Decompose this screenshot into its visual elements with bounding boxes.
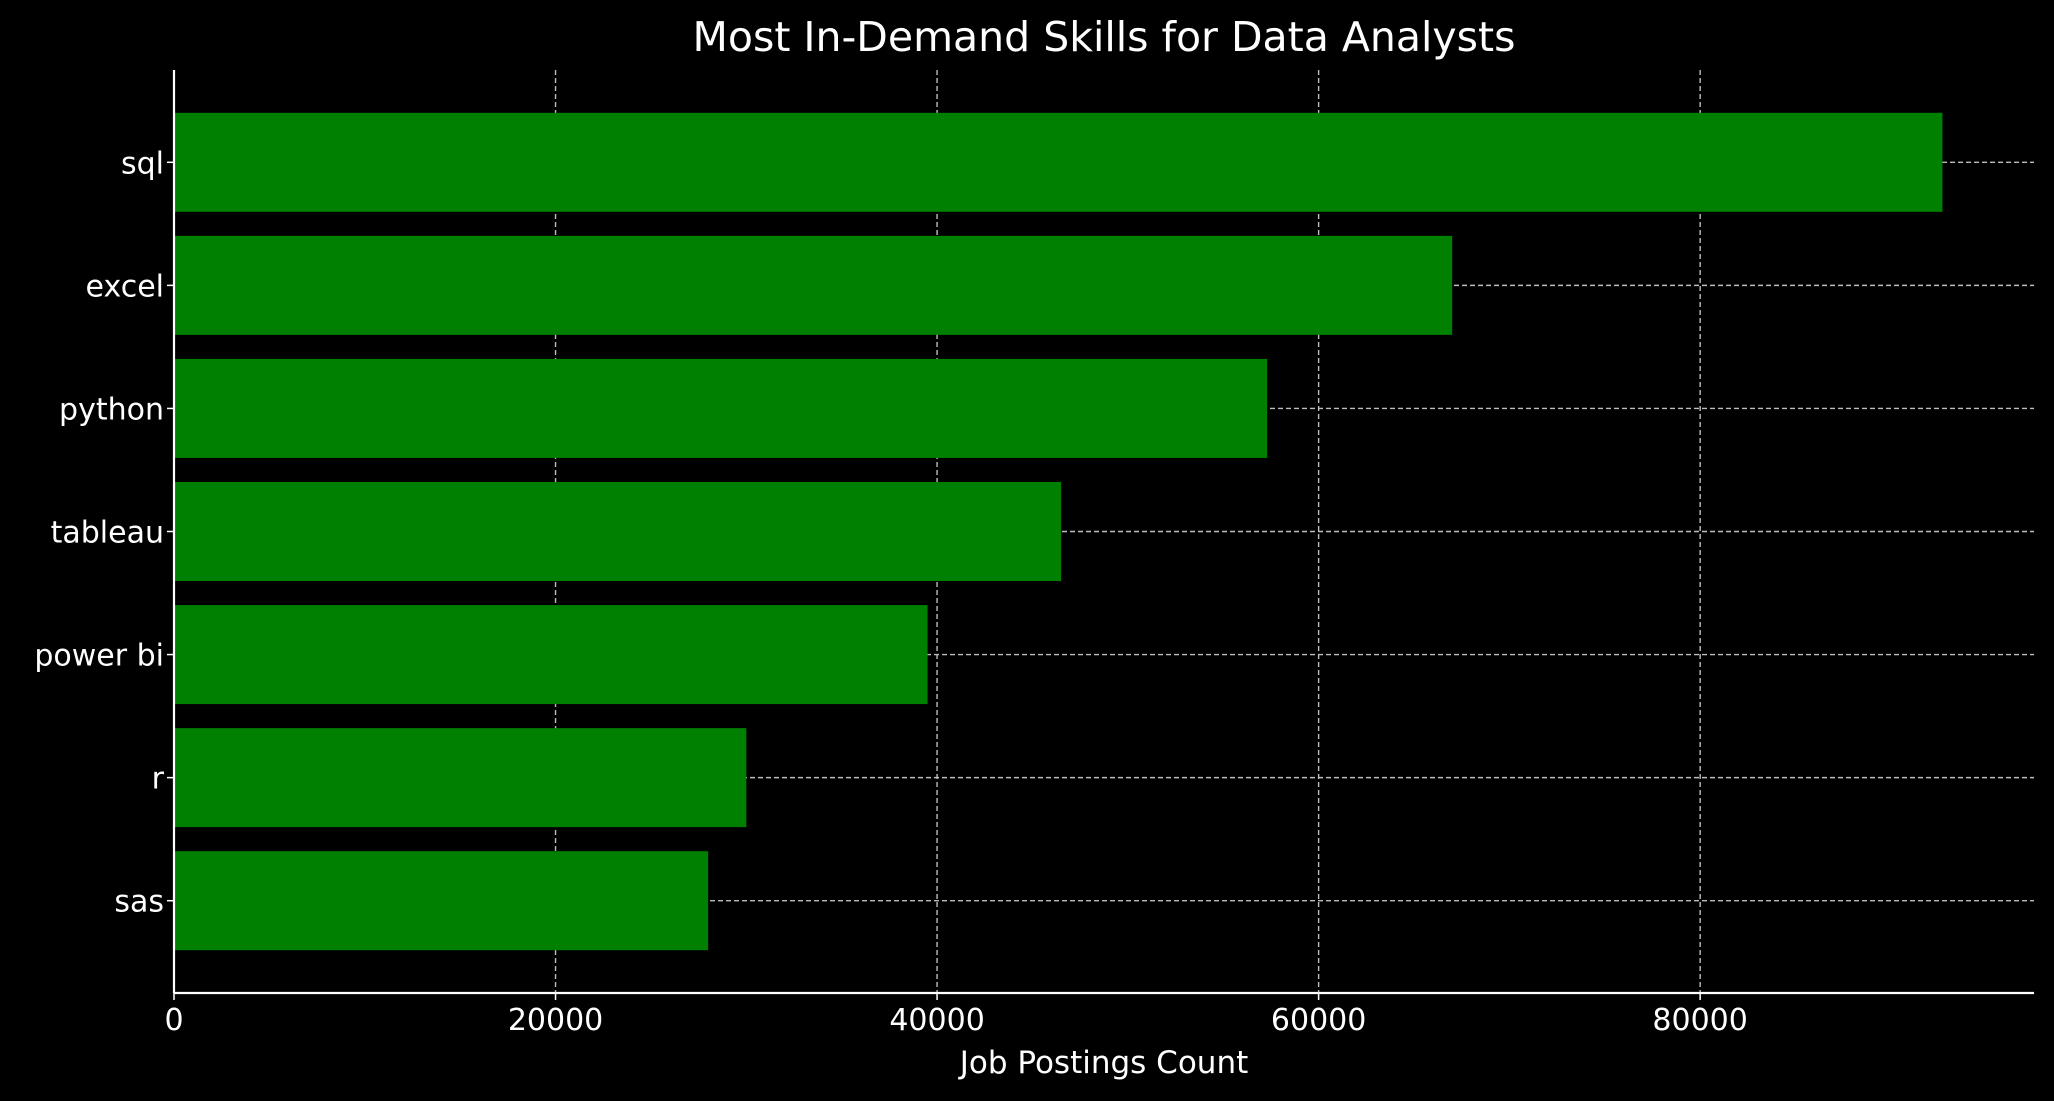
- x-tick-label: 80000: [1652, 1003, 1747, 1038]
- labels-layer: Most In-Demand Skills for Data Analysts …: [34, 13, 1748, 1081]
- y-tick-label: sql: [121, 146, 164, 181]
- y-tick-label: tableau: [51, 516, 164, 551]
- y-tick-label: power bi: [34, 639, 164, 674]
- y-tick-label: r: [152, 762, 165, 797]
- bar-power-bi: power bi: 39500: [174, 605, 928, 705]
- bar-tableau: tableau: 46500: [174, 482, 1062, 581]
- x-tick-label: 0: [164, 1003, 183, 1038]
- y-tick-label: excel: [86, 269, 164, 304]
- y-tick-label: python: [59, 392, 164, 427]
- bars-layer: sql: 92700 excel: 67000 python: 57300 table…: [174, 112, 1943, 951]
- x-tick-label: 60000: [1271, 1003, 1366, 1038]
- x-tick-label: 40000: [889, 1003, 984, 1038]
- bar-sql: sql: 92700: [174, 112, 1943, 212]
- chart-title: Most In-Demand Skills for Data Analysts: [693, 13, 1516, 61]
- bar-excel: excel: 67000: [174, 235, 1453, 335]
- x-axis-title: Job Postings Count: [958, 1045, 1249, 1081]
- axes-layer: [167, 70, 2034, 1000]
- y-tick-label: sas: [114, 885, 164, 920]
- bar-sas: sas: 28000: [174, 851, 709, 951]
- bar-python: python: 57300: [174, 358, 1268, 458]
- bar-r: r: 30000: [174, 728, 747, 828]
- x-tick-label: 20000: [508, 1003, 603, 1038]
